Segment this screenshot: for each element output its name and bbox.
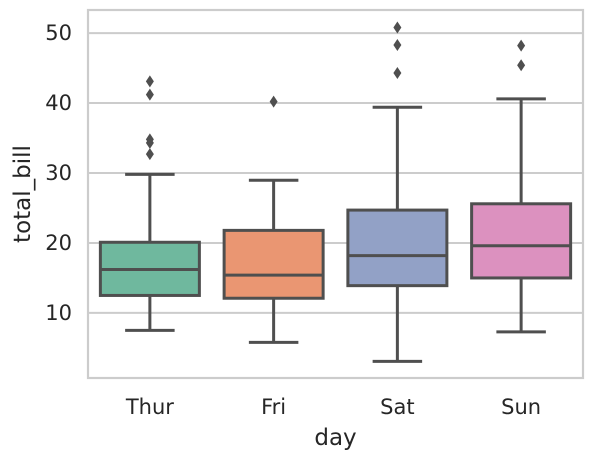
y-tick-label: 50 xyxy=(45,21,72,45)
y-tick-label: 10 xyxy=(45,301,72,325)
box-iqr xyxy=(222,228,325,300)
y-axis-label: total_bill xyxy=(10,145,36,243)
box-sun xyxy=(470,39,573,334)
outlier-point xyxy=(393,21,402,34)
y-tick-label: 20 xyxy=(45,231,72,255)
x-tick-labels: Thur Fri Sat Sun xyxy=(125,395,541,419)
x-tick-label: Sat xyxy=(380,395,414,419)
box-sat xyxy=(346,21,449,363)
outlier-point xyxy=(145,75,154,88)
y-tick-labels: 10 20 30 40 50 xyxy=(45,21,72,325)
outlier-point xyxy=(393,66,402,79)
box-plot-series xyxy=(98,21,573,363)
box-iqr xyxy=(346,208,449,288)
x-tick-label: Thur xyxy=(125,395,174,419)
outlier-point xyxy=(145,88,154,101)
outlier-point xyxy=(145,148,154,161)
box-fri xyxy=(222,95,325,344)
box-iqr xyxy=(470,202,573,280)
x-axis-label: day xyxy=(314,425,356,451)
y-tick-label: 30 xyxy=(45,161,72,185)
outlier-point xyxy=(517,59,526,72)
plot-frame xyxy=(86,8,585,380)
y-tick-label: 40 xyxy=(45,91,72,115)
x-tick-label: Fri xyxy=(261,395,286,419)
outlier-point xyxy=(269,95,278,108)
box-thur xyxy=(98,75,201,332)
outlier-point xyxy=(517,39,526,52)
outlier-point xyxy=(393,38,402,51)
x-tick-label: Sun xyxy=(501,395,541,419)
outlier-point xyxy=(145,133,154,146)
